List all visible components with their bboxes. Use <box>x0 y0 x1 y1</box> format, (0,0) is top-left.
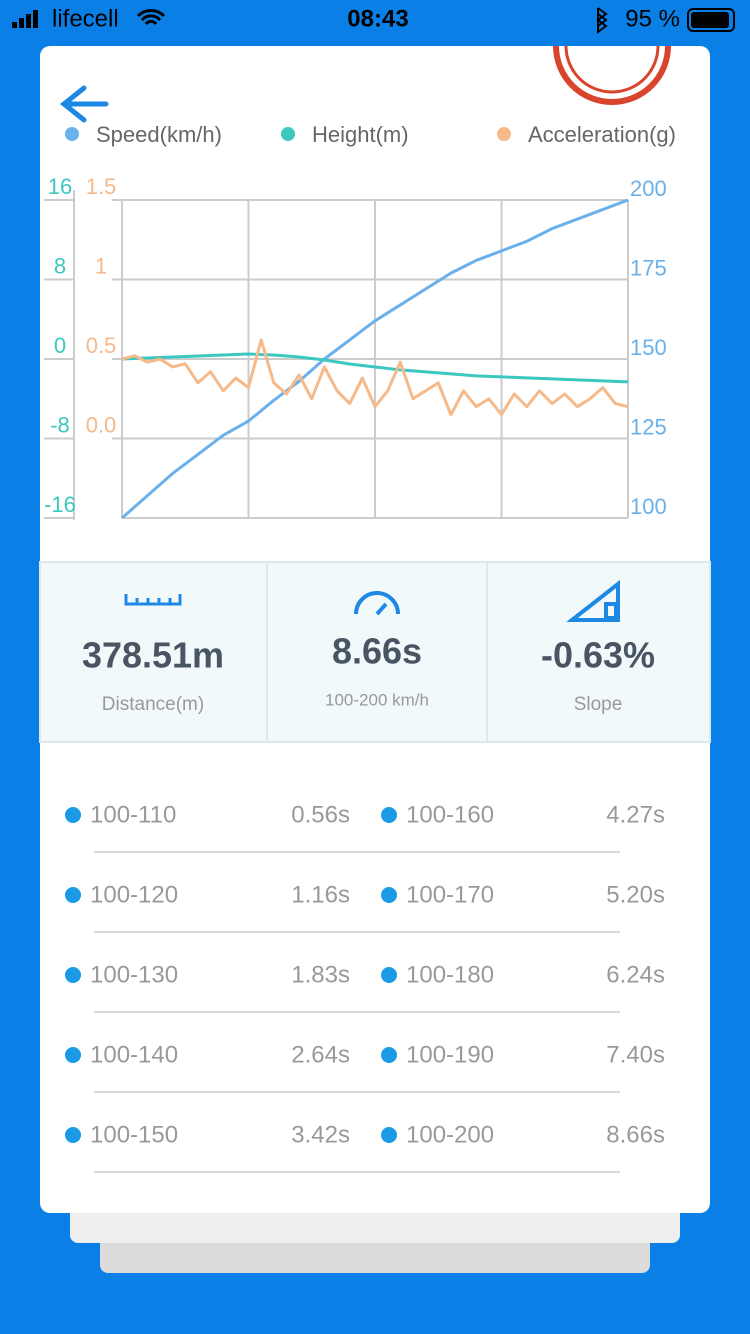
y3-tick-label: 150 <box>630 335 667 360</box>
stat-label: Slope <box>574 694 623 715</box>
back-button[interactable] <box>59 85 109 123</box>
split-time: 2.64s <box>291 1041 350 1068</box>
stat-label: Distance(m) <box>102 694 204 715</box>
split-time: 6.24s <box>606 961 665 988</box>
split-dot <box>381 807 397 823</box>
signal-bar <box>19 18 24 28</box>
y3-tick-label: 125 <box>630 414 667 439</box>
split-time: 1.16s <box>291 881 350 908</box>
y3-tick-label: 200 <box>630 176 667 201</box>
series-line <box>121 352 629 384</box>
legend-label: Height(m) <box>312 122 409 147</box>
slope-icon <box>566 579 620 622</box>
carrier: lifecell <box>52 5 119 32</box>
split-time: 3.42s <box>291 1121 350 1148</box>
battery-icon <box>687 8 735 32</box>
y-tick-label: -16 <box>44 492 76 517</box>
split-time: 5.20s <box>606 881 665 908</box>
y3-tick-label: 100 <box>630 494 667 519</box>
y-tick-label: -8 <box>50 412 70 437</box>
bluetooth-icon <box>596 7 608 34</box>
series-line <box>121 198 629 520</box>
split-dot <box>381 967 397 983</box>
splits-table: 100-110 0.56s 100-160 4.27s 100-120 1.16s 100-… <box>65 801 665 1173</box>
stat-value: 378.51m <box>82 635 224 676</box>
clock: 08:43 <box>347 5 408 32</box>
stat-value: 8.66s <box>332 631 422 672</box>
split-range: 100-200 <box>406 1121 494 1148</box>
split-range: 100-150 <box>90 1121 178 1148</box>
stats: 378.51m Distance(m) 8.66s 100-200 km/h -0.63… <box>82 631 655 716</box>
battery-fill <box>691 12 729 28</box>
y2-tick-label: 0.0 <box>86 412 117 437</box>
split-range: 100-140 <box>90 1041 178 1068</box>
split-dot <box>381 887 397 903</box>
y-tick-label: 8 <box>54 253 66 278</box>
chart: Speed(km/h) Height(m) Acceleration(g) 200 17… <box>44 122 676 520</box>
battery-level: 95 % <box>625 5 680 32</box>
legend-label: Acceleration(g) <box>528 122 676 147</box>
y2-tick-label: 0.5 <box>86 333 117 358</box>
split-time: 7.40s <box>606 1041 665 1068</box>
speed-icon-needle <box>375 602 388 616</box>
split-range: 100-110 <box>90 801 176 828</box>
distance-icon <box>124 594 182 606</box>
signal-bar <box>33 10 38 28</box>
wifi-icon <box>136 9 166 26</box>
speed-icon <box>354 591 400 615</box>
y2-tick-label: 1.5 <box>86 174 117 199</box>
split-time: 1.83s <box>291 961 350 988</box>
y3-tick-label: 175 <box>630 255 667 280</box>
signal-bar <box>12 22 17 28</box>
y-tick-label: 0 <box>54 333 66 358</box>
split-range: 100-130 <box>90 961 178 988</box>
split-time: 0.56s <box>291 801 350 828</box>
stat-value: -0.63% <box>541 635 655 676</box>
split-dot <box>381 1047 397 1063</box>
series-line <box>121 338 629 417</box>
legend-marker <box>497 127 511 141</box>
y2-tick-label: 1 <box>95 253 107 278</box>
split-dot <box>65 1047 81 1063</box>
split-dot <box>381 1127 397 1143</box>
stamp <box>553 45 671 105</box>
split-dot <box>65 807 81 823</box>
legend-label: Speed(km/h) <box>96 122 222 147</box>
split-dot <box>65 887 81 903</box>
status-bar: lifecell 08:43 95 % <box>12 5 735 34</box>
split-time: 8.66s <box>606 1121 665 1148</box>
split-range: 100-190 <box>406 1041 494 1068</box>
split-time: 4.27s <box>606 801 665 828</box>
legend-marker <box>281 127 295 141</box>
y-tick-label: 16 <box>48 174 72 199</box>
split-range: 100-180 <box>406 961 494 988</box>
split-range: 100-170 <box>406 881 494 908</box>
split-dot <box>65 1127 81 1143</box>
stat-label: 100-200 km/h <box>325 690 429 709</box>
legend-marker <box>65 127 79 141</box>
stamp <box>564 45 660 94</box>
signal-bar <box>26 14 31 28</box>
split-range: 100-160 <box>406 801 494 828</box>
split-range: 100-120 <box>90 881 178 908</box>
split-dot <box>65 967 81 983</box>
